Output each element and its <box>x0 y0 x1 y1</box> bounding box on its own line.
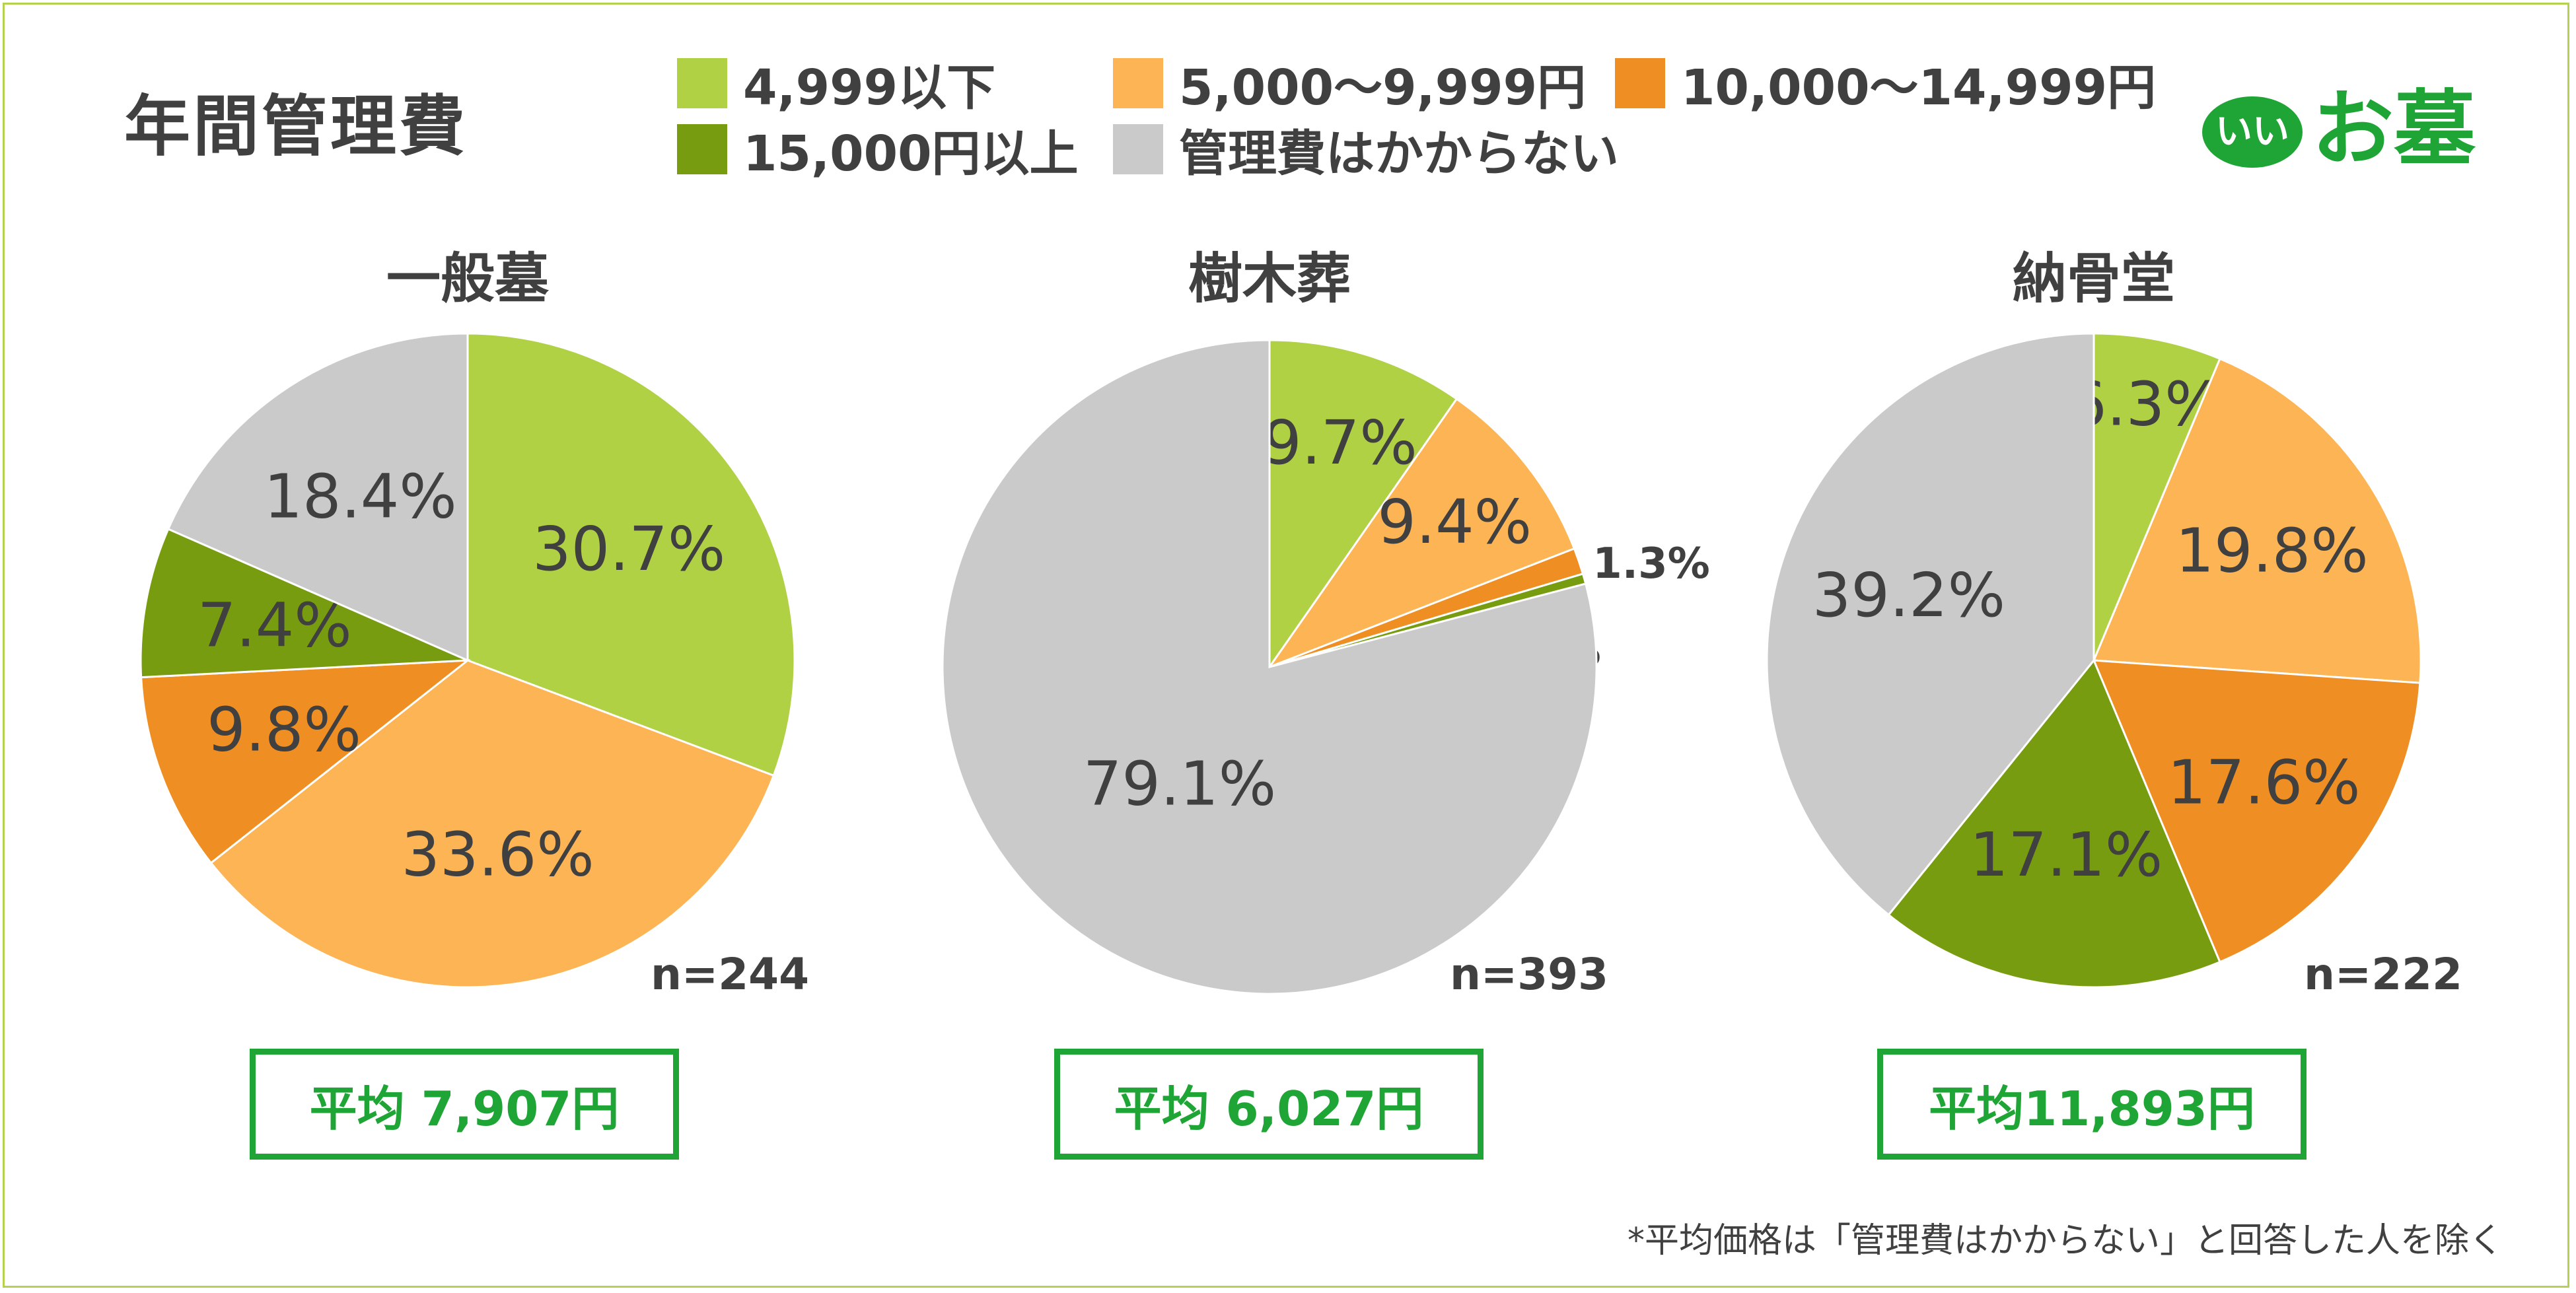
average-label: 平均 6,027円 <box>1114 1080 1424 1136</box>
pie-slice <box>1266 398 1576 670</box>
legend-item-10000-14999: 10,000～14,999円 <box>1615 52 2156 116</box>
legend-label: 4,999以下 <box>743 59 996 116</box>
average-label: 平均 7,907円 <box>309 1080 620 1136</box>
legend-swatch <box>677 124 727 174</box>
logo-badge <box>2202 96 2303 168</box>
slice-percent-label: 9.8% <box>207 695 361 765</box>
chart-frame <box>3 3 2569 1288</box>
sample-size-label: n=393 <box>1450 949 1608 1000</box>
pie-slice <box>2093 332 2221 661</box>
slice-percent-label: 1.3% <box>1592 540 1710 588</box>
slice-percent-label: 9.7% <box>1263 407 1417 478</box>
pie-chart-ippanbo: 一般墓 30.7% 33.6% 9.8% 7.4% 18.4% n=244 <box>139 248 809 1000</box>
sample-size-label: n=244 <box>651 949 809 1000</box>
legend-swatch <box>1113 124 1163 174</box>
slice-percent-label: 79.1% <box>1083 748 1276 819</box>
legend-label: 管理費はかからない <box>1179 125 1619 182</box>
pie-slice <box>941 339 1598 995</box>
legend-item-15000-plus: 15,000円以上 <box>677 118 1079 182</box>
pie-slice <box>1887 658 2221 989</box>
legend-swatch <box>1113 58 1163 108</box>
legend-item-5000-9999: 5,000～9,999円 <box>1113 52 1586 116</box>
slice-percent-label: 18.4% <box>264 461 456 532</box>
pie-slice <box>139 528 468 679</box>
logo-main-text: お墓 <box>2312 82 2476 172</box>
pie-slice <box>166 332 469 662</box>
pie-slice <box>1766 332 2095 917</box>
pie-slice <box>1268 339 1458 670</box>
chart-title: 年間管理費 <box>124 88 468 165</box>
average-box-nokotsudo: 平均11,893円 <box>1877 1049 2307 1160</box>
pie-slice <box>2092 357 2422 684</box>
pie-slice <box>140 659 471 864</box>
slice-percent-label: 7.4% <box>197 590 352 661</box>
slice-percent-label: 39.2% <box>1812 560 2005 631</box>
brand-logo: いい お墓 <box>2202 82 2476 172</box>
legend-item-under-5000: 4,999以下 <box>677 52 995 116</box>
legend-swatch <box>1615 58 1665 108</box>
average-box-ippanbo: 平均 7,907円 <box>250 1049 679 1160</box>
footnote: *平均価格は「管理費はかからない」と回答した人を除く <box>1627 1221 2503 1261</box>
slice-percent-label: 19.8% <box>2175 516 2368 586</box>
legend-item-no-fee: 管理費はかからない <box>1113 118 1619 182</box>
pie-slice <box>209 659 775 989</box>
slice-percent-label: 30.7% <box>532 514 725 584</box>
logo-badge-text: いい <box>2215 110 2289 153</box>
legend-swatch <box>677 58 727 108</box>
legend-label: 10,000～14,999円 <box>1681 59 2157 116</box>
pie-slice <box>2092 659 2421 963</box>
slice-percent-label: 9.4% <box>1377 487 1532 557</box>
pie-title: 一般墓 <box>386 248 550 310</box>
pie-slice <box>466 332 796 777</box>
sample-size-label: n=222 <box>2304 949 2462 1000</box>
legend-label: 15,000円以上 <box>743 125 1079 182</box>
average-label: 平均11,893円 <box>1929 1080 2255 1136</box>
slice-percent-label: 17.6% <box>2167 748 2360 818</box>
legend-label: 5,000～9,999円 <box>1179 59 1587 116</box>
average-box-jumokuso: 平均 6,027円 <box>1054 1049 1484 1160</box>
pie-title: 樹木葬 <box>1188 248 1351 310</box>
slice-percent-label: 33.6% <box>401 819 594 890</box>
pie-title: 納骨堂 <box>2013 248 2175 310</box>
legend: 4,999以下 5,000～9,999円 10,000～14,999円 15,0… <box>677 52 2156 190</box>
slice-percent-label: 17.1% <box>1970 820 2163 890</box>
